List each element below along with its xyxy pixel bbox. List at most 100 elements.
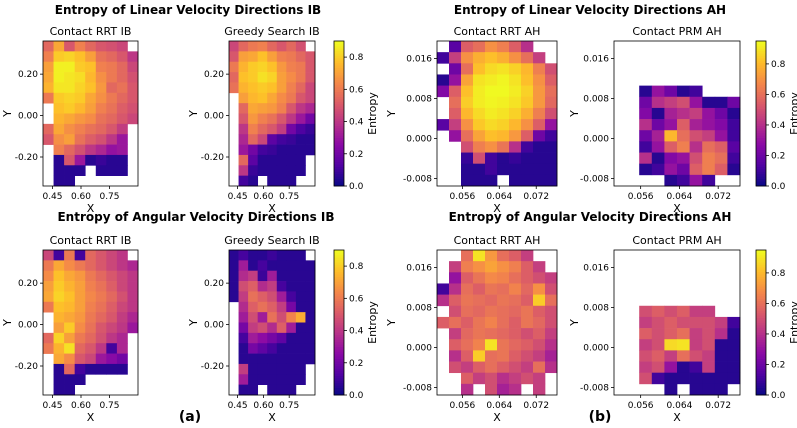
- heatmap-cell: [276, 72, 287, 83]
- heatmap-cell: [295, 82, 306, 94]
- heatmap-cell: [664, 174, 678, 187]
- colorbar-segment: [756, 164, 766, 168]
- heatmap-cell: [74, 154, 86, 166]
- heatmap-cell: [521, 107, 534, 120]
- heatmap-cell: [106, 51, 118, 63]
- colorbar-segment: [334, 317, 344, 321]
- y-axis-label: Y: [385, 110, 398, 118]
- heatmap-cell: [276, 374, 287, 385]
- colorbar-segment: [334, 274, 344, 277]
- colorbar-segment: [334, 157, 344, 160]
- heatmap-cell: [702, 119, 716, 131]
- colorbar-segment: [334, 50, 344, 54]
- colorbar-segment: [756, 159, 766, 163]
- heatmap-cell: [485, 283, 498, 295]
- colorbar-segment: [756, 334, 766, 338]
- heatmap-cell: [248, 113, 259, 125]
- colorbar-segment: [756, 322, 766, 326]
- y-tick-label: 0.016: [406, 55, 432, 65]
- heatmap-cell: [702, 96, 716, 109]
- colorbar-segment: [756, 91, 766, 95]
- heatmap-cell: [449, 261, 462, 273]
- heatmap-cell: [497, 261, 510, 273]
- heatmap-cell: [248, 270, 259, 282]
- heatmap-cell: [116, 353, 128, 365]
- heatmap-cell: [651, 350, 665, 362]
- heatmap-cell: [295, 61, 306, 73]
- heatmap-cell: [449, 316, 462, 329]
- colorbar-segment: [756, 84, 766, 88]
- heatmap-cell: [533, 328, 546, 340]
- heatmap-cell: [248, 281, 259, 292]
- heatmap-cell: [521, 74, 534, 86]
- heatmap-cell: [714, 130, 728, 142]
- colorbar-segment: [756, 96, 766, 100]
- heatmap-cell: [727, 107, 741, 120]
- heatmap-cell: [238, 322, 249, 334]
- colorbar-segment: [334, 125, 344, 129]
- heatmap-cell: [449, 107, 462, 120]
- colorbar-segment: [334, 327, 344, 331]
- heatmap-cell: [449, 41, 462, 53]
- heatmap-cell: [664, 350, 678, 362]
- heatmap-cell: [276, 332, 287, 344]
- x-tick-label: 0.064: [486, 192, 512, 202]
- heatmap-cell: [473, 350, 486, 362]
- heatmap-cell: [286, 72, 297, 83]
- colorbar-segment: [334, 363, 344, 367]
- heatmap-cell: [664, 130, 678, 142]
- heatmap-cell: [295, 123, 306, 135]
- colorbar-label: Entropy: [788, 301, 797, 344]
- heatmap-cell: [509, 52, 522, 64]
- y-tick-label: -0.008: [403, 384, 432, 394]
- heatmap-cell: [295, 353, 306, 365]
- heatmap-cell: [461, 52, 474, 64]
- subplot-title: Contact RRT IB: [50, 25, 132, 38]
- heatmap-cell: [95, 322, 107, 334]
- heatmap-cell: [677, 174, 690, 187]
- colorbar-segment: [756, 111, 766, 114]
- heatmap-cell: [85, 332, 97, 344]
- heatmap-cell: [449, 339, 462, 351]
- heatmap-cell: [85, 72, 97, 83]
- colorbar-segment: [334, 351, 344, 355]
- heatmap-cell: [286, 281, 297, 292]
- heatmap-cell: [533, 130, 546, 142]
- heatmap-cell: [664, 141, 678, 153]
- heatmap-cell: [305, 103, 316, 114]
- heatmap-cell: [257, 165, 268, 176]
- heatmap-cell: [437, 316, 450, 329]
- heatmap-cell: [727, 130, 741, 142]
- heatmap-cell: [305, 281, 316, 292]
- y-tick-label: 0.016: [406, 264, 432, 274]
- heatmap-cell: [116, 51, 128, 63]
- colorbar-segment: [756, 103, 766, 107]
- heatmap-cell: [305, 343, 316, 354]
- heatmap-cell: [461, 361, 474, 374]
- heatmap-cell: [43, 51, 54, 63]
- colorbar-segment: [756, 50, 766, 54]
- heatmap-cell: [521, 163, 534, 176]
- heatmap-cell: [689, 383, 703, 396]
- heatmap-cell: [238, 113, 249, 125]
- colorbar-segment: [334, 57, 344, 61]
- heatmap-cell: [485, 350, 498, 362]
- heatmap-cell: [461, 152, 474, 165]
- colorbar-segment: [334, 164, 344, 168]
- x-tick-label: 0.75: [279, 192, 299, 202]
- colorbar-segment: [334, 281, 344, 285]
- y-tick-label: 0.016: [583, 55, 609, 65]
- heatmap-cell: [229, 51, 239, 63]
- colorbar-segment: [334, 45, 344, 49]
- heatmap-cell: [85, 281, 97, 292]
- heatmap-cell: [257, 291, 268, 303]
- heatmap-cell: [106, 123, 118, 135]
- heatmap-cell: [53, 103, 65, 114]
- heatmap-cell: [85, 260, 97, 272]
- heatmap-cell: [714, 316, 728, 329]
- heatmap-cell: [714, 163, 728, 176]
- colorbar-segment: [334, 286, 344, 290]
- x-tick-label: 0.064: [667, 401, 693, 411]
- colorbar-segment: [334, 118, 344, 122]
- colorbar-segment: [334, 43, 344, 47]
